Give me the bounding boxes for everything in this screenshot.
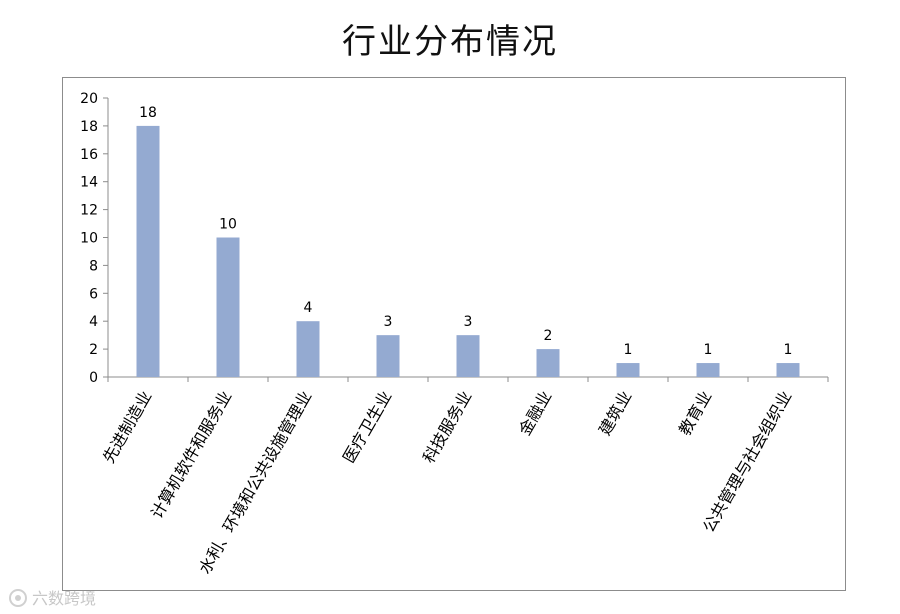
y-tick-label: 8: [89, 258, 98, 274]
watermark: 六数跨境: [9, 589, 96, 608]
data-label: 3: [464, 314, 473, 330]
bars: [136, 125, 800, 378]
chart-title: 行业分布情况: [342, 22, 558, 62]
bar: [456, 335, 480, 377]
bar: [776, 363, 800, 377]
x-axis: [107, 376, 829, 382]
x-tick-label: 建筑业: [595, 388, 635, 439]
x-tick-label: 教育业: [675, 388, 715, 439]
data-label: 3: [384, 314, 393, 330]
data-label: 2: [544, 328, 553, 344]
y-tick-label: 0: [89, 370, 98, 386]
x-tick-label: 计算机软件和服务业: [147, 388, 235, 522]
data-label: 4: [304, 300, 313, 316]
data-label: 18: [139, 105, 157, 121]
data-label: 10: [219, 217, 237, 233]
watermark-text: 六数跨境: [32, 589, 96, 608]
x-tick-label: 科技服务业: [419, 388, 475, 467]
y-axis: 0 2 4 6 8 10 12 14 16 18 20: [80, 91, 109, 386]
y-tick-label: 6: [89, 286, 98, 302]
bar: [696, 363, 720, 377]
bar: [616, 363, 640, 377]
x-tick-label: 先进制造业: [99, 388, 155, 467]
y-tick-label: 2: [89, 342, 98, 358]
y-tick-label: 10: [80, 231, 98, 247]
data-label: 1: [624, 342, 633, 358]
x-tick-label: 医疗卫生业: [339, 388, 395, 467]
y-tick-label: 14: [80, 175, 98, 191]
chart-area: [62, 77, 846, 591]
data-label: 1: [704, 342, 713, 358]
data-label: 1: [784, 342, 793, 358]
value-labels: 18 10 4 3 3 2 1 1 1: [139, 105, 792, 358]
brand-logo-icon: [9, 589, 27, 607]
x-tick-label: 公共管理与社会组织业: [699, 388, 795, 536]
bar: [136, 125, 160, 378]
y-tick-label: 18: [80, 119, 98, 135]
bar: [376, 335, 400, 377]
bar: [536, 349, 560, 377]
x-tick-label: 金融业: [515, 388, 555, 439]
y-tick-label: 12: [80, 203, 98, 219]
y-tick-label: 4: [89, 314, 98, 330]
bar: [216, 237, 240, 377]
y-tick-label: 16: [80, 147, 98, 163]
bar: [296, 321, 320, 377]
y-tick-label: 20: [80, 91, 98, 107]
